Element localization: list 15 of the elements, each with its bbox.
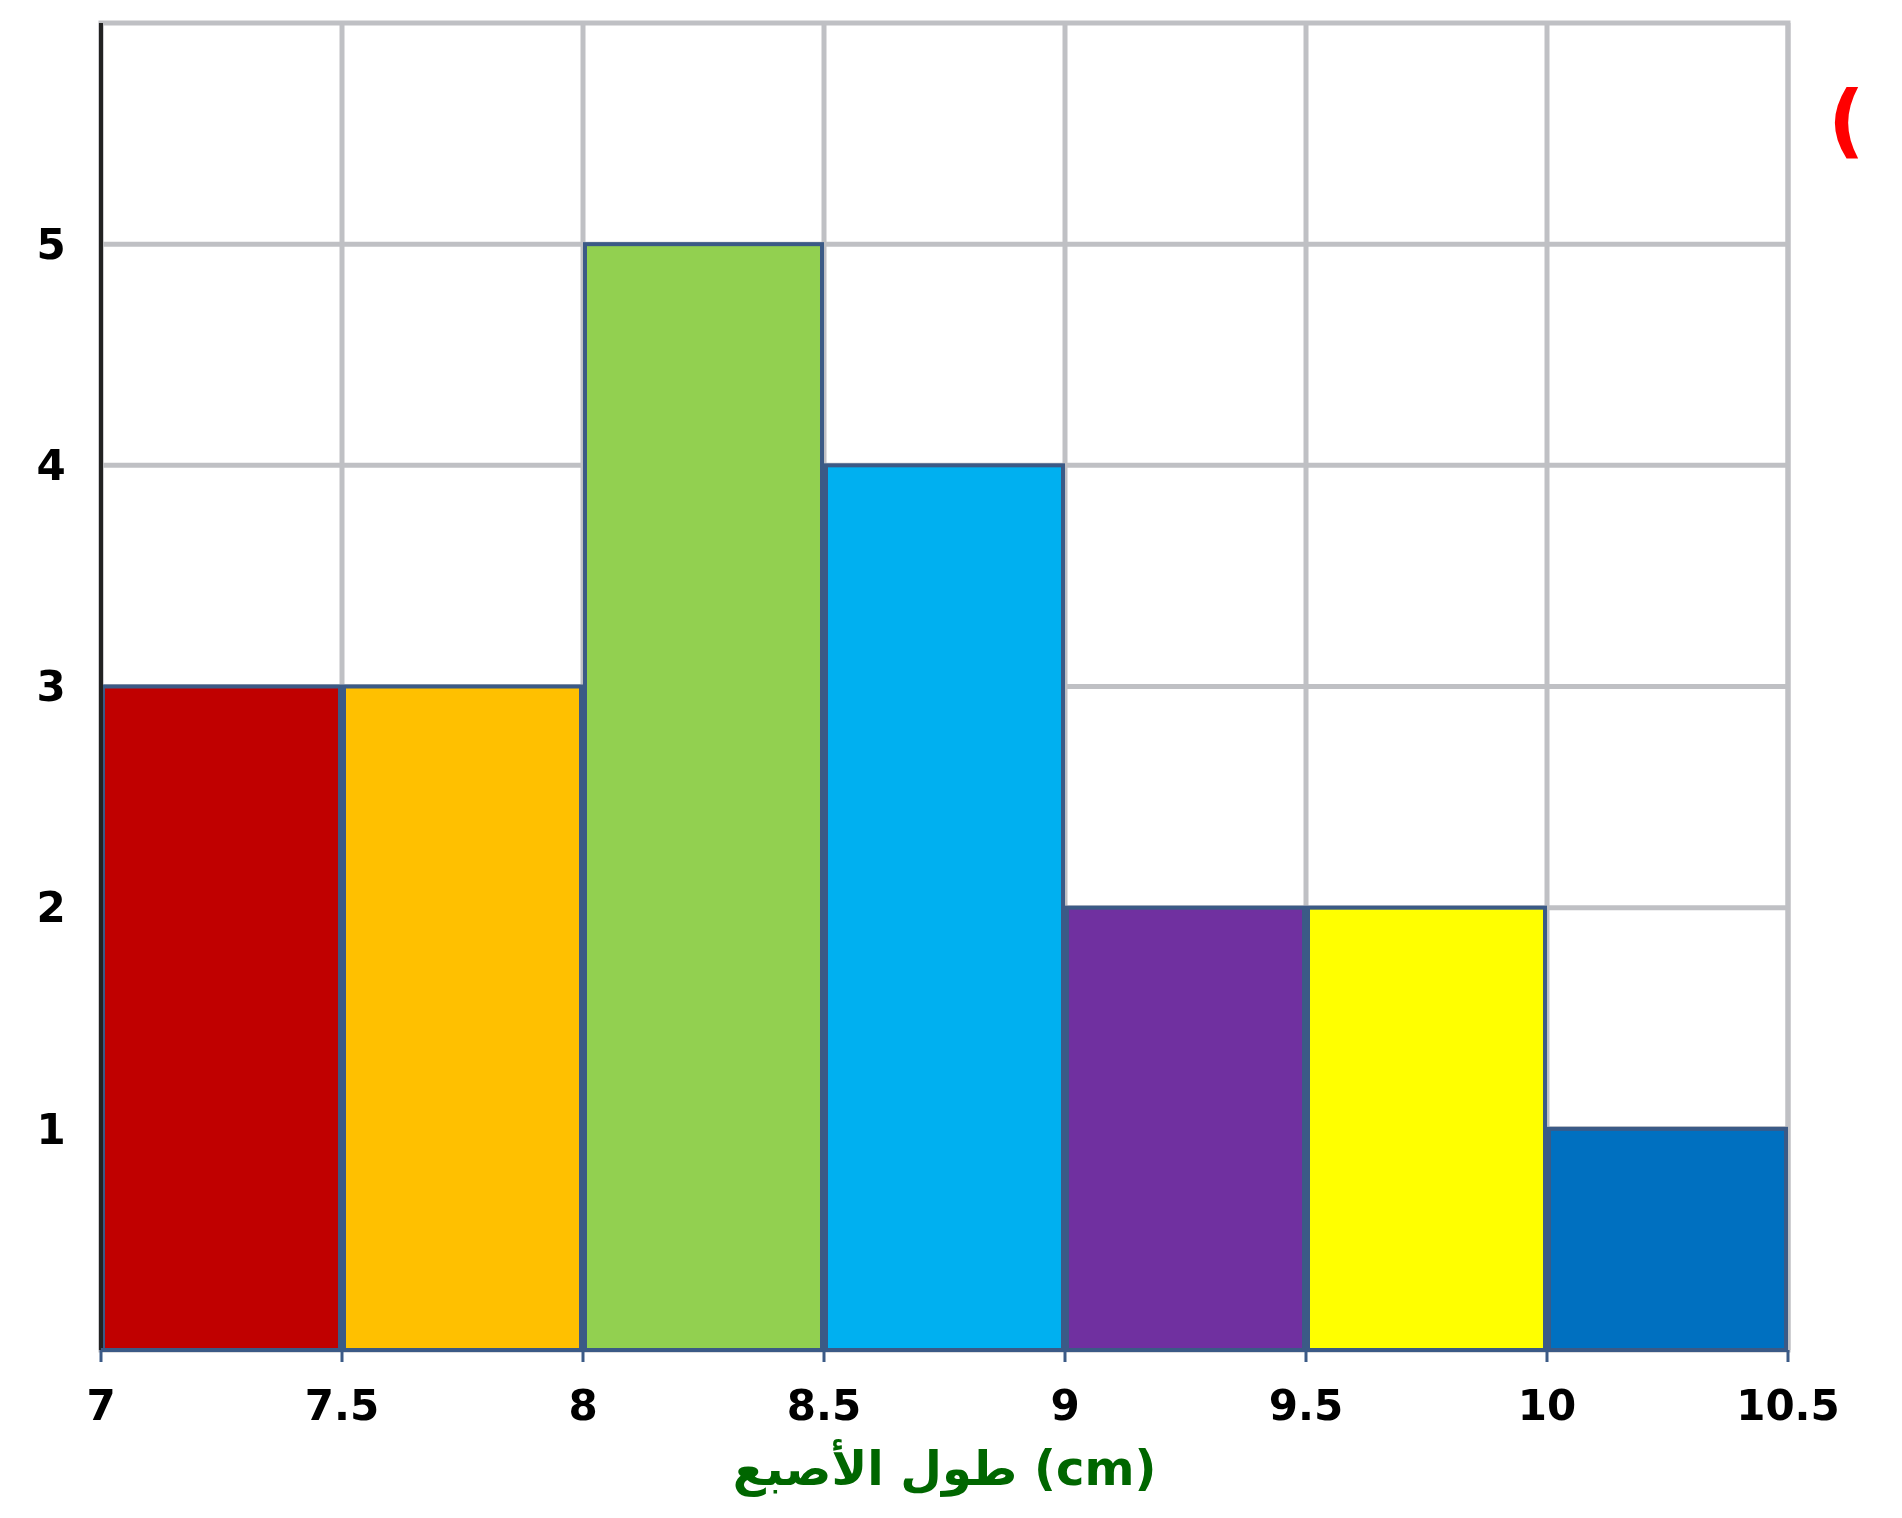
x-axis-title: طول الأصبع (cm) xyxy=(732,1439,1157,1497)
x-tick-label: 8 xyxy=(568,1381,598,1430)
y-tick-label: 5 xyxy=(36,219,66,269)
y-tick-label: 4 xyxy=(36,441,66,491)
x-tick-label: 7 xyxy=(86,1381,116,1430)
x-tick-label: 9 xyxy=(1050,1381,1080,1430)
y-tick-label: 3 xyxy=(36,662,66,712)
x-tick-label: 10.5 xyxy=(1736,1381,1840,1430)
text: ( xyxy=(1828,74,1865,167)
x-tick-label: 9.5 xyxy=(1268,1381,1344,1430)
x-tick-label: 8.5 xyxy=(786,1381,862,1430)
x-tick-label: 7.5 xyxy=(304,1381,380,1430)
x-tick-label: 10 xyxy=(1517,1381,1577,1430)
y-tick-label: 1 xyxy=(36,1104,66,1154)
y-tick-label: 2 xyxy=(36,883,66,933)
